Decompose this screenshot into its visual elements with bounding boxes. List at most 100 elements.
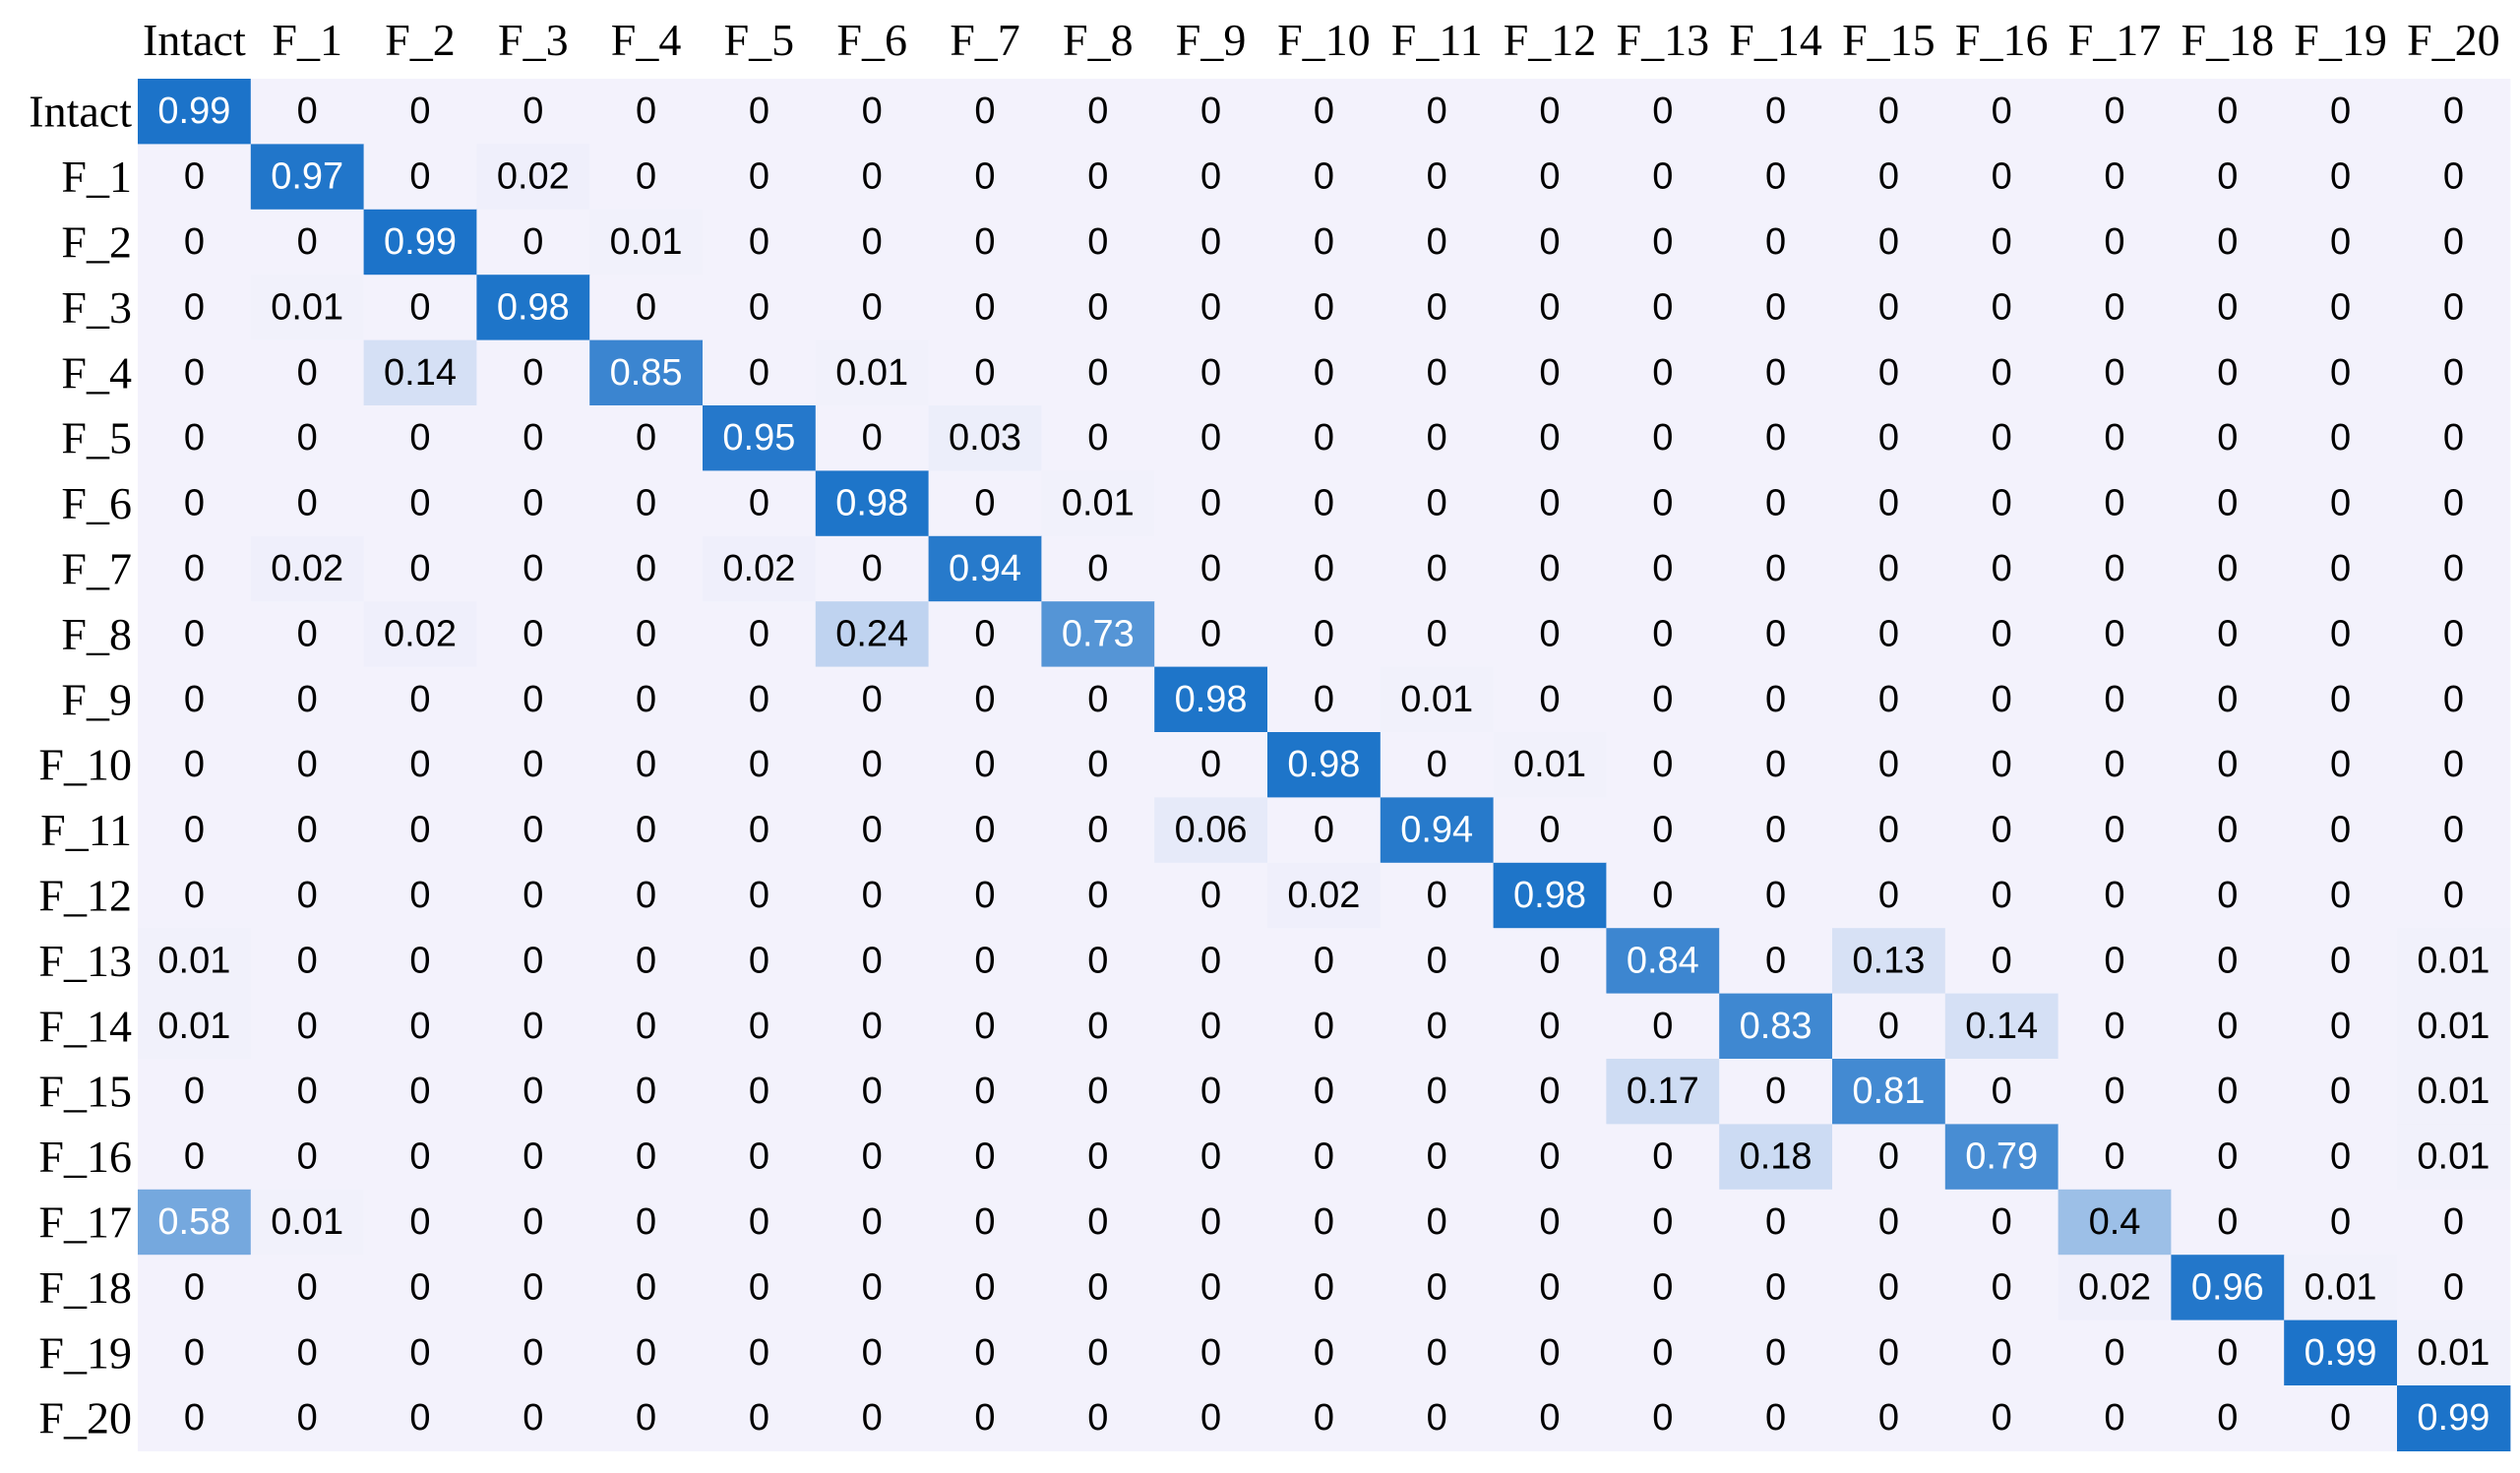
- cell-f-12-f-8: [1041, 862, 1155, 929]
- cell-value-label: 0: [1427, 352, 1447, 394]
- cell-value-label: 0: [1878, 1397, 1899, 1439]
- cell-f-5-f-20: [2397, 405, 2511, 471]
- cell-f-6-f-12: [1493, 470, 1607, 537]
- cell-value-label: 0: [636, 548, 656, 589]
- cell-f-19-f-13: [1606, 1320, 1720, 1386]
- cell-f-20-f-19: [2284, 1385, 2398, 1451]
- cell-value-label: 0: [749, 286, 769, 328]
- cell-value-label: 0: [1765, 613, 1786, 654]
- cell-f-19-f-8: [1041, 1320, 1155, 1386]
- cell-f-10-f-2: [363, 732, 477, 798]
- cell-f-14-f-10: [1267, 993, 1382, 1060]
- cell-value-label: 0: [2104, 875, 2124, 916]
- cell-value-label: 0: [1539, 91, 1560, 132]
- cell-value-label: 0: [749, 613, 769, 654]
- cell-value-label: 0: [1765, 744, 1786, 785]
- cell-f-3-f-19: [2284, 275, 2398, 341]
- cell-value-label: 0: [1652, 1136, 1673, 1178]
- cell-f-6-f-14: [1719, 470, 1833, 537]
- cell-value-label: 0: [1539, 1136, 1560, 1178]
- cell-value-label: 0: [2217, 940, 2238, 981]
- cell-value-label: 0: [1200, 483, 1221, 524]
- cell-value-label: 0: [2104, 1006, 2124, 1047]
- cell-f-11-f-19: [2284, 797, 2398, 864]
- cell-f-14-f-5: [703, 993, 817, 1060]
- cell-f-14-intact: [138, 993, 252, 1060]
- cell-f-10-f-5: [703, 732, 817, 798]
- cell-f-17-f-18: [2171, 1189, 2285, 1256]
- cell-f-2-f-7: [928, 209, 1042, 276]
- cell-value-label: 0: [1427, 1397, 1447, 1439]
- cell-value-label: 0: [1087, 286, 1108, 328]
- cell-f-9-f-5: [703, 666, 817, 733]
- cell-f-12-f-17: [2058, 862, 2172, 929]
- cell-f-12-f-13: [1606, 862, 1720, 929]
- cell-value-label: 0.01: [271, 286, 343, 328]
- cell-value-label: 0: [184, 352, 205, 394]
- cell-f-10-f-10: [1267, 732, 1382, 798]
- cell-f-15-f-13: [1606, 1059, 1720, 1125]
- row-label-intact: Intact: [29, 87, 132, 137]
- cell-f-10-f-13: [1606, 732, 1720, 798]
- cell-value-label: 0: [2330, 352, 2351, 394]
- cell-value-label: 0: [1427, 1266, 1447, 1308]
- cell-value-label: 0: [2104, 1332, 2124, 1374]
- cell-value-label: 0: [297, 417, 318, 459]
- cell-value-label: 0: [1539, 1332, 1560, 1374]
- cell-value-label: 0: [1765, 810, 1786, 851]
- cell-f-18-f-9: [1154, 1255, 1268, 1321]
- cell-f-14-f-12: [1493, 993, 1607, 1060]
- cell-value-label: 0: [974, 1201, 995, 1243]
- cell-value-label: 0: [1200, 613, 1221, 654]
- cell-f-2-f-3: [476, 209, 590, 276]
- cell-value-label: 0: [1992, 1332, 2012, 1374]
- cell-f-10-f-4: [589, 732, 704, 798]
- cell-f-18-f-5: [703, 1255, 817, 1321]
- cell-value-label: 0: [862, 1332, 883, 1374]
- cell-f-12-f-20: [2397, 862, 2511, 929]
- cell-f-20-f-1: [250, 1385, 365, 1451]
- row-label-f-1: F_1: [61, 152, 132, 202]
- cell-f-10-f-6: [815, 732, 930, 798]
- cell-f-14-f-6: [815, 993, 930, 1060]
- cell-value-label: 0: [1087, 1136, 1108, 1178]
- cell-value-label: 0.79: [1965, 1136, 2038, 1178]
- cell-value-label: 0: [522, 1332, 543, 1374]
- cell-f-1-f-14: [1719, 144, 1833, 211]
- cell-f-14-f-9: [1154, 993, 1268, 1060]
- cell-value-label: 0: [1652, 1266, 1673, 1308]
- cell-value-label: 0: [409, 286, 430, 328]
- cell-value-label: 0.01: [2417, 1006, 2489, 1047]
- cell-f-11-f-15: [1832, 797, 1946, 864]
- cell-f-15-f-15: [1832, 1059, 1946, 1125]
- row-label-f-3: F_3: [61, 282, 132, 333]
- cell-f-5-f-19: [2284, 405, 2398, 471]
- cell-f-5-intact: [138, 405, 252, 471]
- cell-f-10-f-3: [476, 732, 590, 798]
- cell-value-label: 0: [749, 1071, 769, 1112]
- cell-f-4-f-12: [1493, 339, 1607, 406]
- cell-f-1-f-7: [928, 144, 1042, 211]
- cell-f-19-f-16: [1944, 1320, 2059, 1386]
- cell-value-label: 0: [1539, 613, 1560, 654]
- cell-value-label: 0: [2104, 744, 2124, 785]
- cell-value-label: 0: [749, 940, 769, 981]
- cell-value-label: 0: [1765, 548, 1786, 589]
- cell-value-label: 0: [974, 1332, 995, 1374]
- cell-f-17-f-4: [589, 1189, 704, 1256]
- cell-value-label: 0: [1427, 1332, 1447, 1374]
- cell-f-11-f-10: [1267, 797, 1382, 864]
- cell-f-2-intact: [138, 209, 252, 276]
- cell-value-label: 0: [2217, 483, 2238, 524]
- cell-intact-f-15: [1832, 79, 1946, 145]
- cell-value-label: 0.95: [722, 417, 795, 459]
- cell-f-4-f-19: [2284, 339, 2398, 406]
- cell-f-9-f-10: [1267, 666, 1382, 733]
- cell-value-label: 0: [1992, 417, 2012, 459]
- cell-value-label: 0: [409, 1201, 430, 1243]
- cell-value-label: 0: [297, 91, 318, 132]
- cell-value-label: 0: [749, 91, 769, 132]
- cell-f-5-f-7: [928, 405, 1042, 471]
- cell-f-12-f-11: [1380, 862, 1495, 929]
- cell-f-10-f-8: [1041, 732, 1155, 798]
